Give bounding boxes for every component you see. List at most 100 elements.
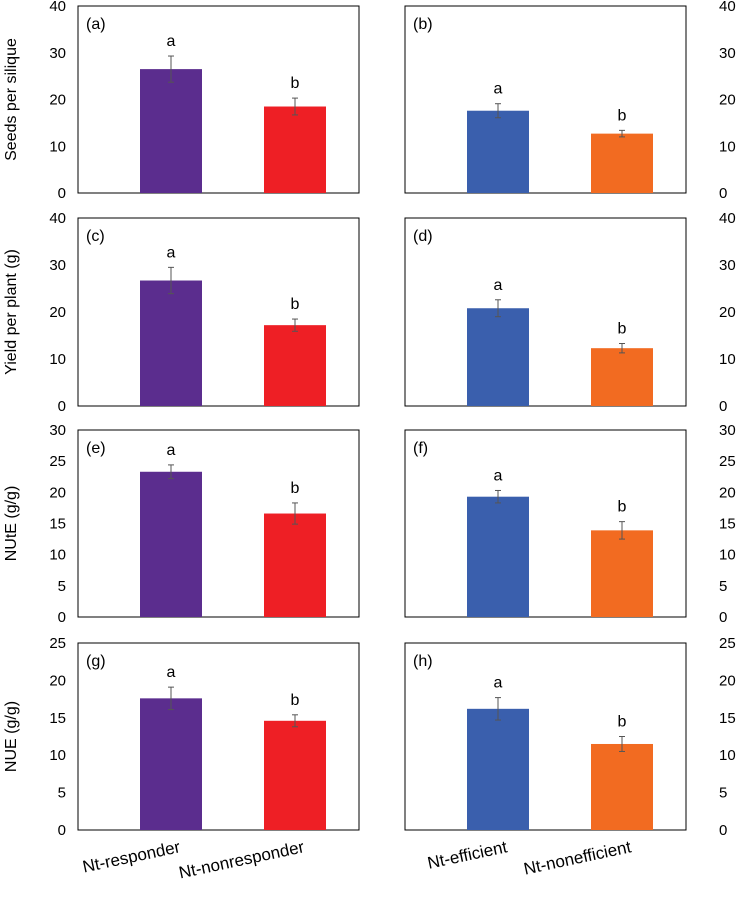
- panel-e: 0 5 10 15 20 25 30 NUtE (g/g) (e) a b: [3, 422, 360, 626]
- bar: [467, 308, 529, 406]
- y-tick-label: 30: [719, 257, 736, 274]
- panel-b: 0 10 20 30 40 (b) a b: [404, 0, 736, 202]
- y-tick-label: 20: [49, 672, 66, 689]
- y-tick-label: 0: [58, 609, 66, 626]
- y-axis-label: Yield per plant (g): [3, 249, 20, 375]
- significance-letter: b: [291, 296, 300, 313]
- y-tick-label: 40: [49, 0, 66, 15]
- y-tick-label: 10: [49, 351, 66, 368]
- panel-frame: [77, 217, 360, 407]
- significance-letter: a: [167, 33, 176, 50]
- panel-f: 0 5 10 15 20 25 30 (f) a b: [404, 422, 736, 626]
- panel-g: 0 5 10 15 20 25 NUE (g/g) (g) a Nt-responder b Nt-n…: [3, 635, 360, 882]
- panel-label: (c): [86, 228, 105, 245]
- y-tick-label: 5: [58, 785, 66, 802]
- significance-letter: b: [618, 714, 627, 731]
- y-tick-label: 30: [719, 422, 736, 439]
- y-tick-label: 15: [49, 516, 66, 533]
- significance-letter: a: [494, 467, 503, 484]
- y-tick-label: 30: [49, 422, 66, 439]
- y-tick-label: 20: [719, 92, 736, 109]
- panel-frame: [404, 217, 687, 407]
- bar: [264, 513, 326, 617]
- y-tick-label: 15: [49, 710, 66, 727]
- significance-letter: b: [618, 320, 627, 337]
- significance-letter: a: [494, 675, 503, 692]
- panel-frame: [77, 429, 360, 618]
- y-tick-label: 5: [719, 785, 727, 802]
- bar: [140, 698, 202, 830]
- panel-c: 0 10 20 30 40 Yield per plant (g) (c) a b: [3, 210, 360, 415]
- y-tick-label: 0: [719, 185, 727, 202]
- bar: [264, 720, 326, 830]
- bar: [467, 496, 529, 617]
- y-tick-label: 40: [719, 0, 736, 15]
- y-tick-label: 25: [719, 453, 736, 470]
- bar: [591, 530, 653, 617]
- panel-a: 0 10 20 30 40 Seeds per silique (a) a b: [3, 0, 360, 202]
- y-tick-label: 5: [719, 578, 727, 595]
- y-tick-label: 30: [719, 45, 736, 62]
- bar: [264, 106, 326, 193]
- y-axis-label: NUtE (g/g): [3, 486, 20, 562]
- significance-letter: a: [167, 244, 176, 261]
- y-tick-label: 10: [719, 547, 736, 564]
- y-tick-label: 15: [719, 516, 736, 533]
- y-axis-label: NUE (g/g): [3, 701, 20, 772]
- panel-frame: [404, 5, 687, 194]
- panel-label: (b): [413, 16, 433, 33]
- y-tick-label: 40: [719, 210, 736, 227]
- y-tick-label: 0: [719, 609, 727, 626]
- y-axis-label: Seeds per silique: [3, 38, 20, 161]
- y-tick-label: 10: [719, 351, 736, 368]
- y-tick-label: 40: [49, 210, 66, 227]
- panel-d: 0 10 20 30 40 (d) a b: [404, 210, 736, 415]
- category-label: Nt-efficient: [426, 837, 509, 872]
- panel-frame: [77, 5, 360, 194]
- panel-h: 0 5 10 15 20 25 (h) a Nt-efficient b Nt-nonefficie…: [404, 635, 736, 879]
- category-label: Nt-nonefficient: [522, 837, 633, 878]
- significance-letter: a: [494, 277, 503, 294]
- bar: [467, 110, 529, 193]
- bar: [591, 348, 653, 406]
- category-label: Nt-responder: [81, 837, 182, 876]
- significance-letter: a: [167, 664, 176, 681]
- significance-letter: b: [291, 75, 300, 92]
- bar: [591, 743, 653, 830]
- bar: [140, 280, 202, 406]
- panel-label: (d): [413, 228, 433, 245]
- significance-letter: b: [618, 499, 627, 516]
- y-tick-label: 0: [58, 185, 66, 202]
- bar: [467, 708, 529, 830]
- panel-label: (a): [86, 16, 106, 33]
- significance-letter: a: [167, 442, 176, 459]
- y-tick-label: 20: [49, 484, 66, 501]
- panel-label: (g): [86, 653, 106, 670]
- y-tick-label: 20: [719, 484, 736, 501]
- y-tick-label: 25: [719, 635, 736, 652]
- y-tick-label: 10: [49, 747, 66, 764]
- y-tick-label: 20: [719, 304, 736, 321]
- y-tick-label: 0: [719, 398, 727, 415]
- y-tick-label: 5: [58, 578, 66, 595]
- significance-letter: b: [291, 692, 300, 709]
- panel-label: (h): [413, 653, 433, 670]
- y-tick-label: 0: [58, 398, 66, 415]
- significance-letter: b: [618, 107, 627, 124]
- y-tick-label: 20: [719, 672, 736, 689]
- bar: [591, 133, 653, 193]
- panel-frame: [77, 642, 360, 831]
- category-label: Nt-nonresponder: [177, 837, 306, 882]
- panel-label: (f): [413, 440, 428, 457]
- y-tick-label: 10: [49, 547, 66, 564]
- y-tick-label: 10: [719, 138, 736, 155]
- bar: [140, 69, 202, 193]
- y-tick-label: 0: [719, 822, 727, 839]
- y-tick-label: 15: [719, 710, 736, 727]
- y-tick-label: 20: [49, 304, 66, 321]
- panel-label: (e): [86, 440, 106, 457]
- y-tick-label: 25: [49, 635, 66, 652]
- significance-letter: b: [291, 480, 300, 497]
- y-tick-label: 25: [49, 453, 66, 470]
